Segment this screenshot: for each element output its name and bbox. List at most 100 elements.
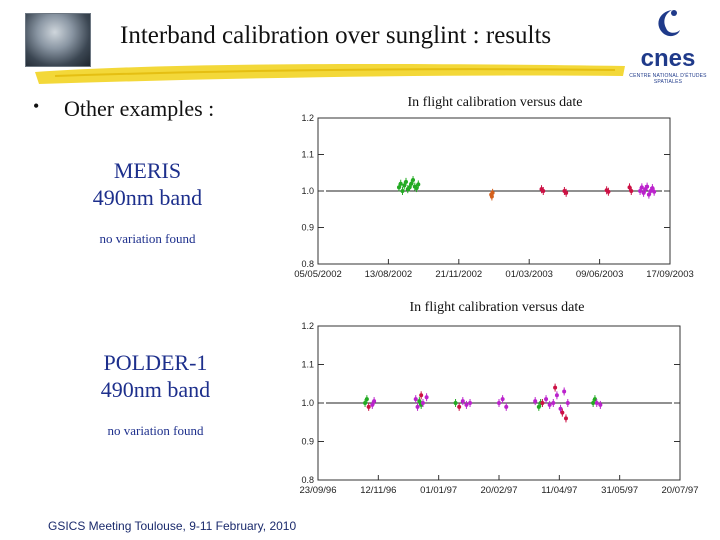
data-point [553,385,558,390]
x-tick-label: 01/03/2003 [505,269,553,280]
cnes-logo-subtext: CENTRE NATIONAL D'ÉTUDES SPATIALES [629,73,707,85]
data-point [413,397,418,402]
data-point [562,389,567,394]
bullet-marker: • [33,96,40,116]
meris-band-line2: 490nm band [92,185,203,210]
data-point [372,399,377,404]
y-tick-label: 1.2 [301,321,314,331]
data-point [544,397,549,402]
data-point [591,401,596,405]
data-point [533,399,538,404]
data-point [504,404,509,409]
data-point [363,401,368,405]
meris-band-line1: MERIS [113,158,182,183]
data-point [627,185,632,190]
x-tick-label: 23/09/96 [300,485,337,496]
data-point [400,189,405,193]
cnes-swoosh-icon [658,10,680,37]
cnes-logo: cnes [641,10,696,72]
data-point [460,399,465,404]
data-point [558,406,563,411]
y-tick-label: 1.1 [301,360,314,370]
x-tick-label: 09/06/2003 [576,269,624,280]
data-point [648,189,653,193]
data-point [563,416,568,421]
data-point [652,189,657,194]
data-point [364,397,369,402]
data-point [414,186,419,191]
data-point [415,404,420,409]
data-point [407,185,412,190]
x-tick-label: 20/07/97 [662,485,699,496]
data-point [645,184,650,189]
data-point [650,186,655,191]
data-point [424,395,429,400]
page-title: Interband calibration over sunglint : re… [120,22,552,49]
data-point [497,401,501,405]
data-point [500,397,505,402]
x-tick-label: 20/02/97 [481,485,518,496]
data-point [370,402,375,407]
data-point [409,181,414,186]
polder-calibration-chart: 0.8 0.9 1.0 1.1 1.2 23/09/96 12/11/96 01/01/97 2… [300,321,699,496]
polder-band-line2: 490nm band [100,377,211,402]
data-point [646,192,651,197]
x-tick-label: 12/11/96 [360,485,396,496]
sunglint-thumbnail [25,13,91,67]
y-tick-label: 0.8 [301,475,314,485]
x-tick-label: 01/01/97 [420,485,457,496]
data-point [411,178,416,183]
data-point [541,189,546,193]
footer-text: GSICS Meeting Toulouse, 9-11 February, 2… [48,519,297,533]
y-tick-label: 1.2 [301,113,314,123]
data-point [402,183,407,188]
data-point [468,401,473,405]
x-tick-label: 31/05/97 [601,485,638,496]
x-tick-label: 17/09/2003 [646,269,694,280]
data-point [547,402,552,407]
y-tick-label: 1.0 [301,398,314,408]
data-point [453,401,458,405]
data-point [366,404,371,409]
polder-note: no variation found [107,423,204,438]
data-point [594,401,599,405]
polder-band-label: POLDER-1 490nm band [68,349,243,403]
data-point [489,194,494,199]
data-point [457,404,462,409]
x-tick-label: 13/08/2002 [365,269,413,280]
data-point [536,404,541,409]
data-point [464,402,469,407]
data-point [606,189,611,194]
y-tick-label: 0.8 [301,259,314,269]
data-point [404,179,408,184]
data-point [598,402,603,407]
data-point [629,189,634,193]
y-tick-label: 1.1 [301,150,314,160]
data-point [420,401,425,405]
data-point [396,185,401,190]
data-point [638,189,643,193]
meris-band-label: MERIS 490nm band [60,157,235,211]
x-tick-label: 05/05/2002 [294,269,342,280]
meris-note: no variation found [99,231,196,246]
chart2-title: In flight calibration versus date [409,300,585,315]
data-point [564,190,569,195]
data-point [560,410,565,415]
title-underline-brush [35,64,625,84]
cnes-logo-text: cnes [641,45,696,72]
bullet-text: Other examples : [64,96,215,121]
y-tick-label: 0.9 [301,437,314,447]
data-point [641,190,646,195]
data-point [417,399,422,404]
data-point [398,181,403,186]
data-point [416,182,421,187]
data-point [565,401,570,405]
meris-calibration-chart: 0.8 0.9 1.0 1.1 1.2 05/05/2002 13/08/2002 21/11… [294,113,694,280]
data-point [540,401,545,405]
x-tick-label: 11/04/97 [541,485,577,496]
y-tick-label: 1.0 [301,186,314,196]
data-point [419,393,424,398]
chart1-title: In flight calibration versus date [407,95,583,110]
data-point [551,401,556,405]
y-tick-label: 0.9 [301,223,314,233]
